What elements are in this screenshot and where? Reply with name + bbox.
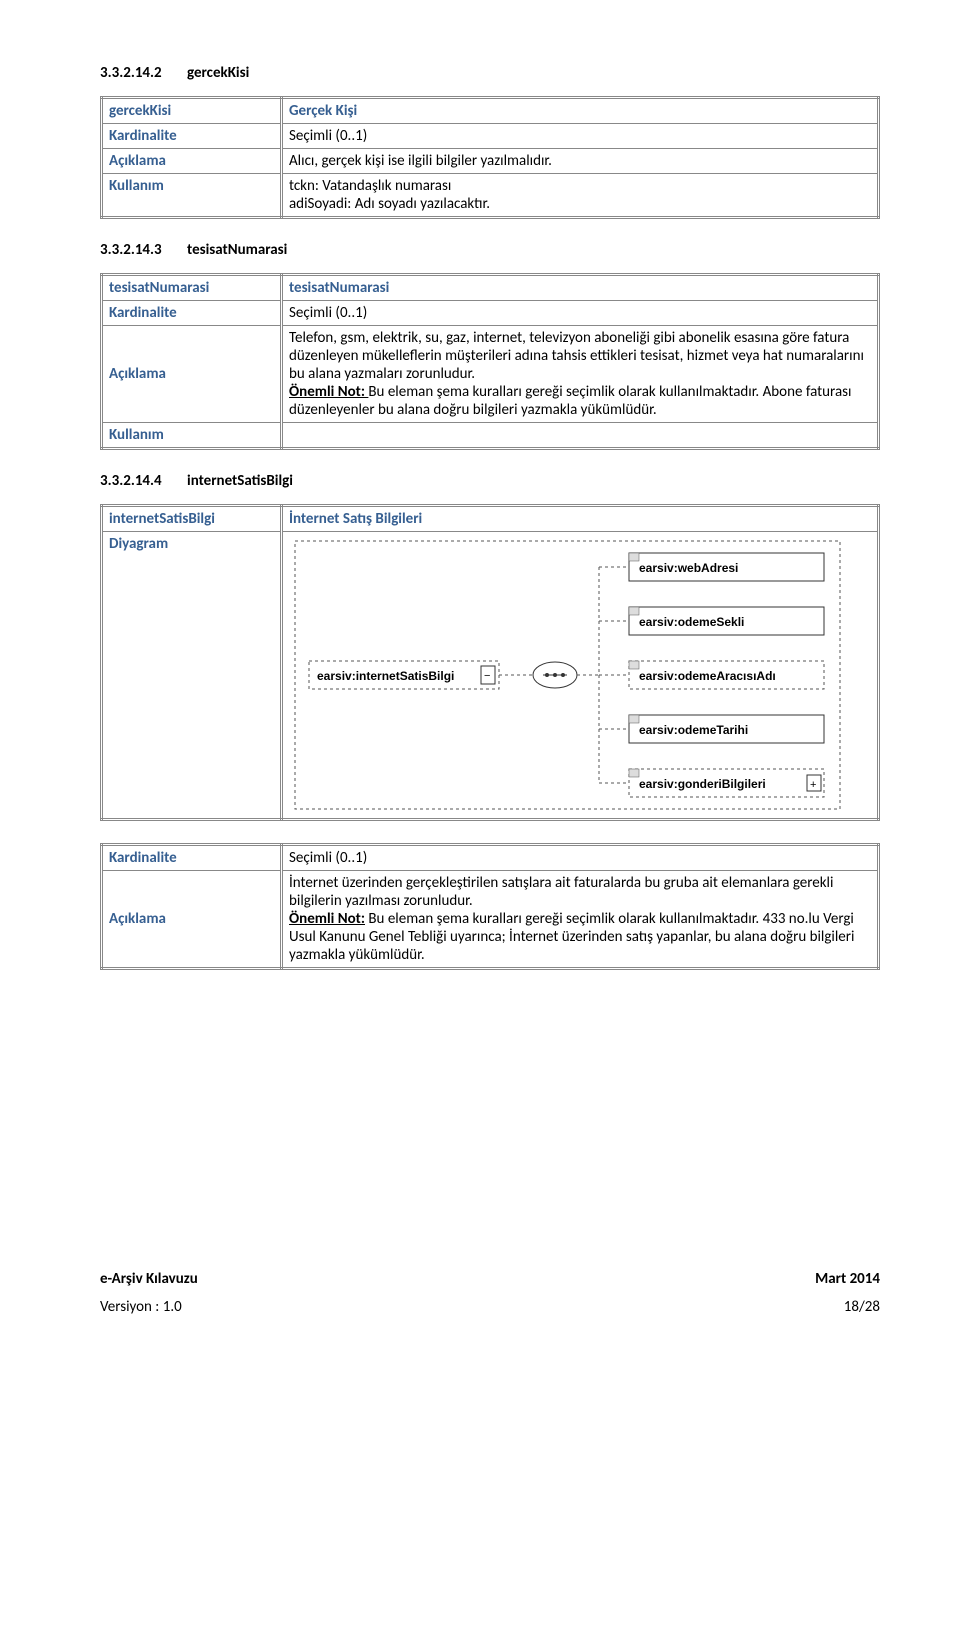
table1-aciklama-label: Açıklama <box>102 149 282 174</box>
svg-text:+: + <box>810 779 816 791</box>
section-number: 3.3.2.14.3 <box>100 241 162 259</box>
table2-aciklama-label: Açıklama <box>102 326 282 423</box>
table2-important-label: Önemli Not: <box>289 383 368 401</box>
table3-aciklama-label: Açıklama <box>102 871 282 969</box>
table1-aciklama-value: Alıcı, gerçek kişi ise ilgili bilgiler y… <box>282 149 879 174</box>
table2-aciklama-value: Telefon, gsm, elektrik, su, gaz, interne… <box>282 326 879 423</box>
section-heading-2: 3.3.2.14.3 tesisatNumarasi <box>100 241 880 259</box>
table3-diyagram-label: Diyagram <box>102 532 282 820</box>
table2-kardinalite-label: Kardinalite <box>102 301 282 326</box>
diagram-svg: earsiv:internetSatisBilgi − earsiv:webAd… <box>289 535 849 815</box>
table3-header-left: internetSatisBilgi <box>102 506 282 532</box>
diagram-node-label: earsiv:webAdresi <box>639 561 738 575</box>
table1-header-right: Gerçek Kişi <box>282 98 879 124</box>
section-title: tesisatNumarasi <box>187 241 287 259</box>
table-internetsatisbilgi-2: Kardinalite Seçimli (0..1) Açıklama İnte… <box>100 843 880 970</box>
footer-right-bold: Mart 2014 <box>815 1270 880 1288</box>
table2-aciklama-body1: Telefon, gsm, elektrik, su, gaz, interne… <box>289 329 864 383</box>
footer-right: 18/28 <box>844 1298 880 1316</box>
diagram-node-label: earsiv:gonderiBilgileri <box>639 777 766 791</box>
table1-header-left: gercekKisi <box>102 98 282 124</box>
section-heading-1: 3.3.2.14.2 gercekKisi <box>100 64 880 82</box>
section-title: internetSatisBilgi <box>187 472 293 490</box>
table3-aciklama-body2: Bu eleman şema kuralları gereği seçimlik… <box>289 910 854 964</box>
svg-text:−: − <box>484 670 490 682</box>
table1-kullanim-value: tckn: Vatandaşlık numarasıadiSoyadi: Adı… <box>282 174 879 218</box>
table3-header-right: İnternet Satış Bilgileri <box>282 506 879 532</box>
table2-header-right: tesisatNumarasi <box>282 275 879 301</box>
table2-kullanim-value <box>282 423 879 449</box>
section-number: 3.3.2.14.4 <box>100 472 162 490</box>
section-heading-3: 3.3.2.14.4 internetSatisBilgi <box>100 472 880 490</box>
table-tesisatnumarasi: tesisatNumarasi tesisatNumarasi Kardinal… <box>100 273 880 450</box>
table1-kardinalite-value: Seçimli (0..1) <box>282 124 879 149</box>
table3-diagram-cell: earsiv:internetSatisBilgi − earsiv:webAd… <box>282 532 879 820</box>
table3-aciklama-body1: İnternet üzerinden gerçekleştirilen satı… <box>289 874 833 910</box>
table2-kullanim-label: Kullanım <box>102 423 282 449</box>
table-internetsatisbilgi: internetSatisBilgi İnternet Satış Bilgil… <box>100 504 880 821</box>
page-footer-row2: Versiyon : 1.0 18/28 <box>100 1298 880 1316</box>
table2-aciklama-body2: Bu eleman şema kuralları gereği seçimlik… <box>289 383 851 419</box>
footer-left: Versiyon : 1.0 <box>100 1298 182 1316</box>
table3-kardinalite-label: Kardinalite <box>102 845 282 871</box>
diagram-node-label: earsiv:odemeSekli <box>639 615 744 629</box>
table2-header-left: tesisatNumarasi <box>102 275 282 301</box>
diagram-node-label: earsiv:odemeAracısıAdı <box>639 669 776 683</box>
table3-kardinalite-value: Seçimli (0..1) <box>282 845 879 871</box>
section-number: 3.3.2.14.2 <box>100 64 162 82</box>
table1-kullanim-label: Kullanım <box>102 174 282 218</box>
page-footer: e-Arşiv Kılavuzu Mart 2014 <box>100 1270 880 1288</box>
diagram-left-label: earsiv:internetSatisBilgi <box>317 669 454 683</box>
table3-aciklama-value: İnternet üzerinden gerçekleştirilen satı… <box>282 871 879 969</box>
footer-left-bold: e-Arşiv Kılavuzu <box>100 1270 198 1288</box>
table1-kardinalite-label: Kardinalite <box>102 124 282 149</box>
section-title: gercekKisi <box>187 64 249 82</box>
diagram-node-label: earsiv:odemeTarihi <box>639 723 748 737</box>
table2-kardinalite-value: Seçimli (0..1) <box>282 301 879 326</box>
table3-important-label: Önemli Not: <box>289 910 365 928</box>
table-gercekkisi: gercekKisi Gerçek Kişi Kardinalite Seçim… <box>100 96 880 219</box>
